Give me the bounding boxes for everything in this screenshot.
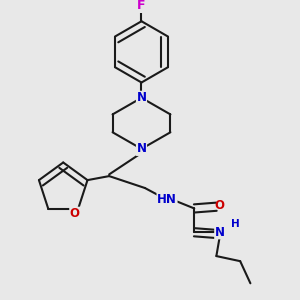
Text: HN: HN: [157, 194, 177, 206]
Text: O: O: [215, 199, 225, 212]
Text: N: N: [215, 226, 225, 239]
Text: F: F: [137, 0, 146, 12]
Text: N: N: [136, 91, 146, 104]
Text: H: H: [231, 219, 239, 229]
Text: N: N: [136, 142, 146, 155]
Text: O: O: [70, 207, 80, 220]
Text: O: O: [215, 229, 225, 242]
